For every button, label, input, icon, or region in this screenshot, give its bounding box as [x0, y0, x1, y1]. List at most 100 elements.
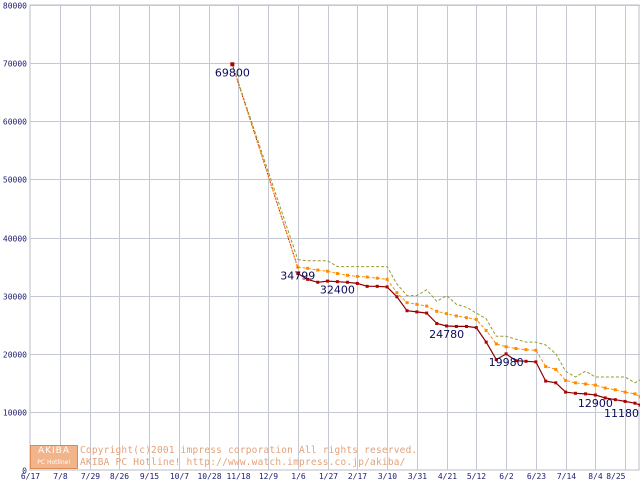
data-point-average — [415, 302, 419, 306]
data-point-average — [494, 342, 498, 346]
data-point-min — [514, 359, 518, 363]
data-point-min — [474, 326, 478, 330]
data-point-average — [335, 272, 339, 276]
y-tick-label: 80000 — [3, 2, 27, 11]
data-point-min — [425, 311, 429, 315]
data-point-average — [633, 392, 637, 396]
y-axis-ticks: 0 10000 20000 30000 40000 50000 60000 70000 8000… — [3, 2, 27, 476]
copyright-credit: AKIBA PC Hotline! Copyright(c)2001 impre… — [30, 445, 590, 471]
x-tick-label: 10/7 — [170, 472, 189, 480]
data-point-min — [435, 322, 439, 326]
data-point-min — [603, 396, 607, 400]
x-tick-label: 4/21 — [438, 472, 457, 480]
copyright-line: Copyright(c)2001 impress corporation All… — [80, 445, 418, 456]
x-tick-label: 8/4 — [588, 472, 603, 480]
data-label: 32400 — [320, 284, 355, 297]
x-tick-label: 7/8 — [53, 472, 68, 480]
y-tick-label: 20000 — [3, 351, 27, 360]
chart-grid — [29, 4, 640, 471]
data-label: 69800 — [215, 66, 250, 79]
data-point-average — [484, 329, 488, 332]
plot-frame — [29, 4, 640, 471]
data-point-min — [306, 277, 310, 281]
data-point-average — [504, 345, 508, 349]
data-point-average — [534, 348, 538, 352]
series-line-min — [297, 272, 640, 406]
data-point-average — [474, 317, 478, 321]
data-point-min — [484, 340, 488, 344]
data-point-average — [345, 273, 349, 277]
data-label: 11180 — [604, 407, 639, 420]
data-point-average — [613, 388, 617, 392]
series-line-launch-min — [231, 64, 299, 268]
y-tick-label: 50000 — [3, 176, 27, 185]
data-point-average — [524, 348, 528, 352]
x-tick-label: 12/9 — [259, 472, 278, 480]
series-line-average — [297, 266, 640, 398]
data-point-min — [375, 284, 379, 288]
series-line-max — [297, 259, 640, 384]
x-tick-label: 6/17 — [21, 472, 40, 480]
data-point-min — [623, 399, 627, 403]
data-point-launch — [230, 62, 235, 67]
data-point-min — [365, 284, 369, 288]
data-point-average — [385, 277, 389, 281]
data-point-average — [564, 378, 568, 382]
y-tick-label: 60000 — [3, 118, 27, 127]
site-url-line: AKIBA PC Hotline! http://www.watch.impre… — [80, 457, 406, 468]
x-tick-label: 8/26 — [110, 472, 129, 480]
data-point-average — [465, 316, 469, 320]
data-point-average — [514, 347, 518, 351]
data-point-average — [365, 275, 369, 279]
data-label: 24780 — [429, 328, 464, 341]
chart-series — [230, 62, 640, 407]
data-point-min — [613, 398, 617, 402]
x-tick-label: 7/29 — [81, 472, 100, 480]
data-point-average — [554, 367, 558, 371]
data-point-average — [405, 301, 409, 305]
x-tick-label: 10/28 — [197, 472, 221, 480]
data-point-min — [345, 280, 349, 284]
data-point-average — [355, 274, 359, 278]
data-point-min — [385, 285, 389, 289]
data-point-average — [306, 266, 310, 270]
data-point-average — [573, 381, 577, 385]
data-point-min — [415, 310, 419, 314]
x-tick-label: 6/2 — [499, 472, 514, 480]
data-point-min — [445, 324, 449, 328]
data-point-average — [445, 312, 449, 316]
data-point-average — [593, 383, 597, 387]
y-tick-label: 40000 — [3, 235, 27, 244]
x-tick-label: 2/17 — [348, 472, 367, 480]
data-point-min — [504, 352, 508, 356]
data-point-min — [326, 279, 330, 283]
data-point-average — [435, 309, 439, 313]
data-point-min — [395, 295, 399, 299]
x-tick-label: 5/12 — [467, 472, 486, 480]
x-tick-label: 1/6 — [291, 472, 306, 480]
data-point-min — [573, 391, 577, 395]
data-point-average — [395, 291, 399, 295]
data-point-min — [638, 403, 640, 407]
data-point-min — [494, 358, 498, 362]
data-point-average — [584, 382, 588, 386]
x-tick-label: 11/18 — [226, 472, 250, 480]
data-point-average — [623, 390, 627, 394]
x-tick-label: 3/10 — [378, 472, 397, 480]
data-point-min — [534, 360, 538, 364]
logo-top-text: AKIBA — [37, 446, 71, 456]
x-tick-label: 1/27 — [319, 472, 338, 480]
data-label: 19980 — [489, 356, 524, 369]
data-point-min — [564, 390, 568, 394]
data-point-average — [375, 276, 379, 280]
y-tick-label: 10000 — [3, 409, 27, 418]
data-point-min — [316, 280, 320, 284]
data-point-min — [355, 281, 359, 285]
data-point-average — [603, 386, 607, 390]
x-tick-label: 9/15 — [140, 472, 159, 480]
y-tick-label: 0 — [22, 467, 27, 476]
data-point-average — [544, 365, 548, 369]
data-point-average — [316, 268, 320, 272]
